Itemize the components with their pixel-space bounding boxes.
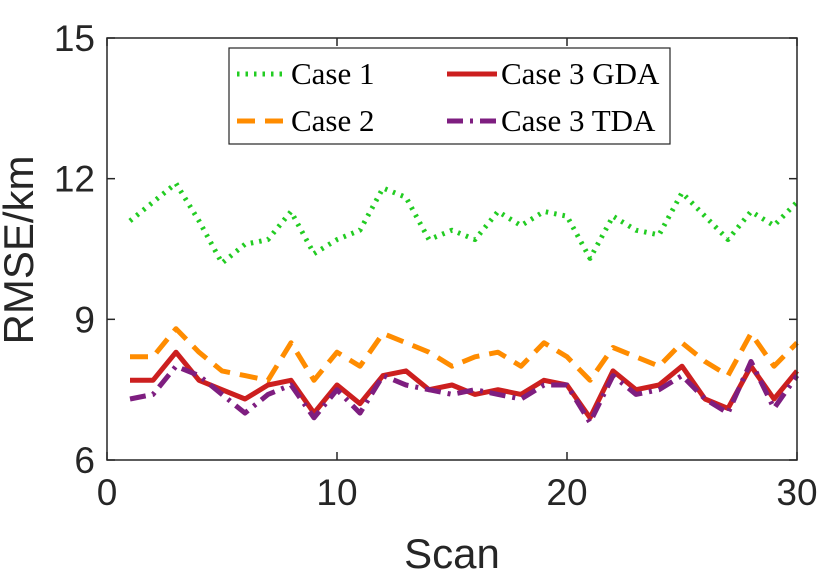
series-line-case-2 bbox=[130, 326, 799, 383]
legend-label-case-3-tda: Case 3 TDA bbox=[501, 103, 656, 138]
series-line-case-1 bbox=[128, 180, 799, 266]
legend-label-case-2: Case 2 bbox=[291, 103, 375, 138]
y-tick-label: 15 bbox=[54, 18, 95, 59]
x-tick-label: 30 bbox=[776, 472, 817, 513]
axis-ticks: 0 10 20 30 6 9 12 15 bbox=[54, 18, 818, 513]
legend-label-case-1: Case 1 bbox=[291, 56, 375, 91]
y-tick-label: 6 bbox=[74, 440, 95, 481]
legend-box bbox=[228, 47, 671, 145]
y-tick-label: 9 bbox=[74, 299, 95, 340]
series-line-case-3-tda bbox=[129, 359, 800, 425]
y-axis-label: RMSE/km bbox=[0, 156, 42, 345]
legend: Case 1 Case 2 Case 3 GDA Case 3 TDA bbox=[228, 47, 671, 145]
axes-box bbox=[106, 37, 798, 461]
legend-label-case-3-gda: Case 3 GDA bbox=[501, 56, 660, 91]
x-tick-label: 10 bbox=[316, 472, 357, 513]
plot-area bbox=[128, 180, 800, 425]
x-tick-label: 20 bbox=[546, 472, 587, 513]
y-tick-label: 12 bbox=[54, 159, 95, 200]
x-axis-label: Scan bbox=[404, 530, 500, 575]
x-tick-label: 0 bbox=[97, 472, 118, 513]
